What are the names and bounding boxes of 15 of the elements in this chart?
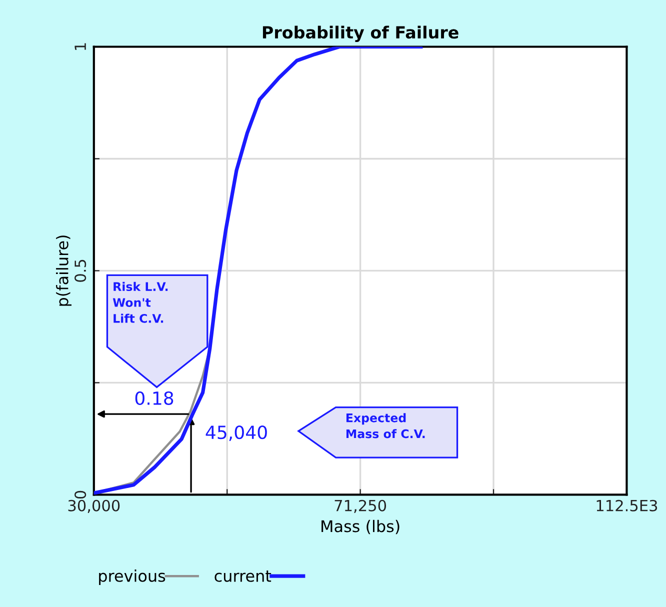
legend-label: current: [214, 570, 272, 582]
chart-title: Probability of Failure: [262, 26, 458, 42]
annotation: Expected Mass of C.V.: [346, 413, 425, 438]
y-tick-label: 1: [74, 43, 86, 50]
x-tick-label: 71,250: [334, 500, 386, 513]
x-tick-label: 112.5E3: [596, 500, 658, 512]
annotation: Risk L.V. Won't Lift C.V.: [112, 282, 168, 323]
annotation: 45,040: [206, 426, 267, 441]
x-tick-label: 30,000: [68, 500, 120, 513]
y-axis-title: p(failure): [56, 236, 72, 306]
annotation: 0.18: [135, 391, 174, 406]
y-tick-label: 0.5: [74, 260, 86, 282]
legend-label: previous: [99, 570, 166, 586]
y-tick-label: 0: [74, 490, 86, 499]
x-axis-title: Mass (lbs): [322, 520, 400, 534]
